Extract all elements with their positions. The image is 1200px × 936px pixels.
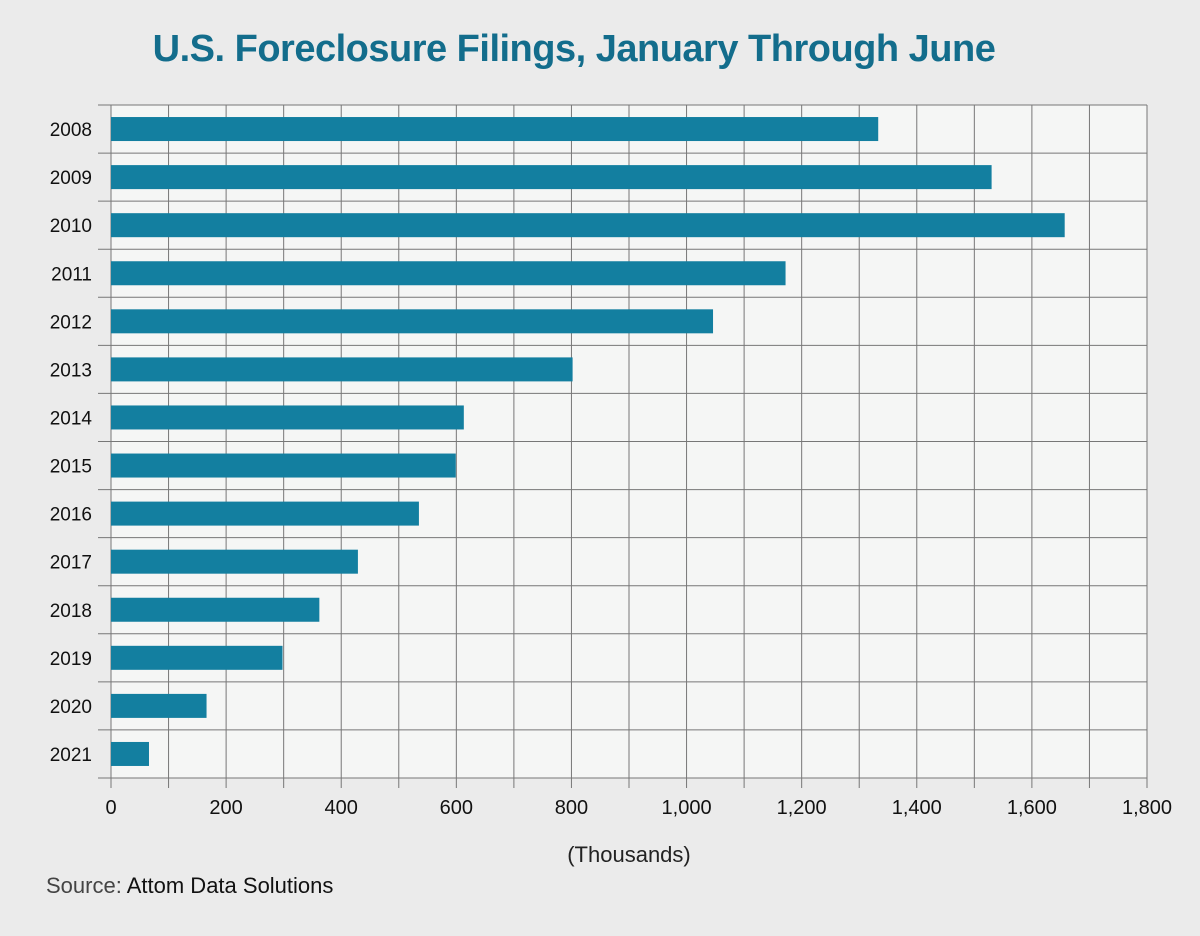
x-tick-label: 1,400 [892, 797, 942, 819]
bar [111, 165, 992, 190]
y-tick-label: 2016 [50, 505, 92, 526]
x-tick-label: 0 [105, 797, 116, 819]
bar [111, 405, 464, 430]
x-tick-label: 1,200 [777, 797, 827, 819]
x-tick-label: 200 [209, 797, 242, 819]
source-value: Attom Data Solutions [126, 873, 334, 898]
y-tick-label: 2015 [50, 457, 92, 478]
y-tick-label: 2010 [50, 216, 92, 237]
x-tick-label: 1,600 [1007, 797, 1057, 819]
source-label: Source: [46, 873, 122, 898]
bar [111, 549, 358, 574]
x-tick-label: 1,000 [662, 797, 712, 819]
bar [111, 741, 149, 766]
bar [111, 453, 456, 478]
y-tick-label: 2020 [50, 697, 92, 718]
y-tick-label: 2017 [50, 553, 92, 574]
x-tick-label: 800 [555, 797, 588, 819]
x-tick-label: 400 [325, 797, 358, 819]
y-tick-label: 2009 [50, 168, 92, 189]
x-axis-label: (Thousands) [567, 842, 691, 867]
y-tick-label: 2008 [50, 120, 92, 141]
bar [111, 645, 283, 670]
bar [111, 213, 1065, 238]
bar [111, 501, 419, 526]
y-tick-label: 2012 [50, 312, 92, 333]
bar [111, 117, 879, 142]
bar [111, 693, 207, 718]
bar [111, 261, 786, 286]
y-tick-label: 2014 [50, 408, 93, 429]
y-tick-label: 2021 [50, 745, 92, 766]
y-tick-label: 2011 [51, 264, 92, 285]
source-note: Source: Attom Data Solutions [46, 873, 333, 899]
x-tick-label: 1,800 [1122, 797, 1172, 819]
bar [111, 357, 573, 382]
y-tick-label: 2018 [50, 601, 92, 622]
y-tick-label: 2013 [50, 360, 92, 381]
y-tick-label: 2019 [50, 649, 92, 670]
x-tick-label: 600 [440, 797, 473, 819]
bar [111, 597, 320, 622]
chart-title: U.S. Foreclosure Filings, January Throug… [152, 28, 996, 70]
bar [111, 309, 714, 334]
